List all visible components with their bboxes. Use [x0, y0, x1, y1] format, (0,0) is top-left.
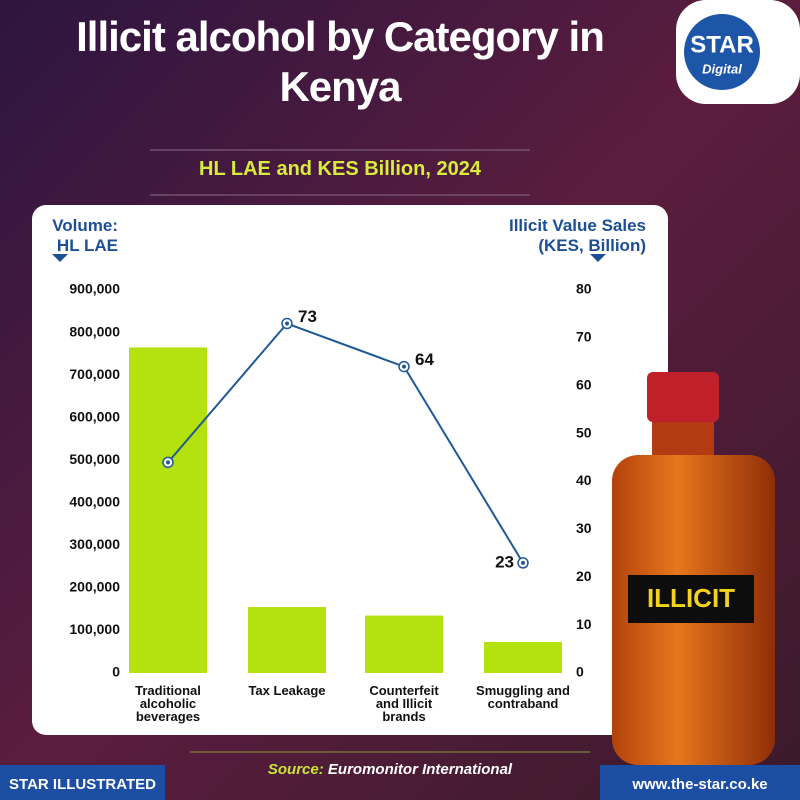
point-dot — [521, 560, 525, 565]
y-tick-label: 100,000 — [69, 621, 120, 637]
bar — [248, 607, 326, 673]
data-label: 64 — [415, 350, 434, 369]
line — [167, 322, 524, 564]
x-tick-label: Tax Leakage — [248, 683, 326, 698]
y2-tick-label: 20 — [576, 568, 592, 584]
y2-tick-label: 30 — [576, 520, 592, 536]
footer-brand: STAR ILLUSTRATED — [9, 776, 156, 793]
y-tick-label: 800,000 — [69, 323, 120, 339]
chart-subtitle: HL LAE and KES Billion, 2024 — [199, 158, 481, 180]
y-axis-label: Volume: HL LAE — [52, 216, 118, 255]
x-tick-label: Smuggling and contraband — [476, 683, 570, 711]
y-tick-label: 700,000 — [69, 366, 120, 382]
bar — [484, 641, 562, 673]
x-tick-label: Traditional alcoholic beverages — [135, 683, 201, 724]
data-label: 73 — [298, 307, 317, 326]
y2-tick-label: 50 — [576, 424, 592, 440]
y2-tick-label: 40 — [576, 472, 592, 488]
footer-url[interactable]: www.the-star.co.ke — [632, 776, 768, 793]
source-label: Source: — [267, 761, 324, 778]
x-tick-label: Counterfeit and Illicit brands — [369, 683, 439, 724]
logo: STAR — [690, 31, 754, 58]
y2-tick-label: 10 — [576, 616, 592, 632]
y-tick-label: 0 — [112, 664, 120, 680]
source: Source: Euromonitor International — [180, 761, 600, 778]
y2-axis-label: Illicit Value Sales (KES, Billion) — [508, 216, 646, 255]
source-text: Euromonitor International — [327, 761, 513, 778]
y-tick-label: 500,000 — [69, 451, 120, 467]
y2-tick-label: 0 — [576, 664, 584, 680]
y2-tick-label: 70 — [576, 329, 592, 345]
bar — [365, 615, 443, 673]
bottle-label: ILLICIT — [647, 583, 735, 613]
chart-title: Illicit alcohol by Category in Kenya — [76, 13, 605, 110]
y-tick-label: 400,000 — [69, 493, 120, 509]
y2-tick-label: 80 — [576, 281, 592, 297]
logo-sub: Digital — [702, 61, 742, 76]
point-dot — [166, 460, 170, 465]
y2-tick-label: 60 — [576, 376, 592, 392]
y-tick-label: 900,000 — [69, 281, 120, 297]
y-tick-label: 600,000 — [69, 408, 120, 424]
data-label: 23 — [495, 552, 514, 571]
y-tick-label: 300,000 — [69, 536, 120, 552]
point-dot — [285, 321, 289, 326]
point-dot — [402, 364, 406, 369]
bar — [129, 347, 207, 673]
y-tick-label: 200,000 — [69, 579, 120, 595]
